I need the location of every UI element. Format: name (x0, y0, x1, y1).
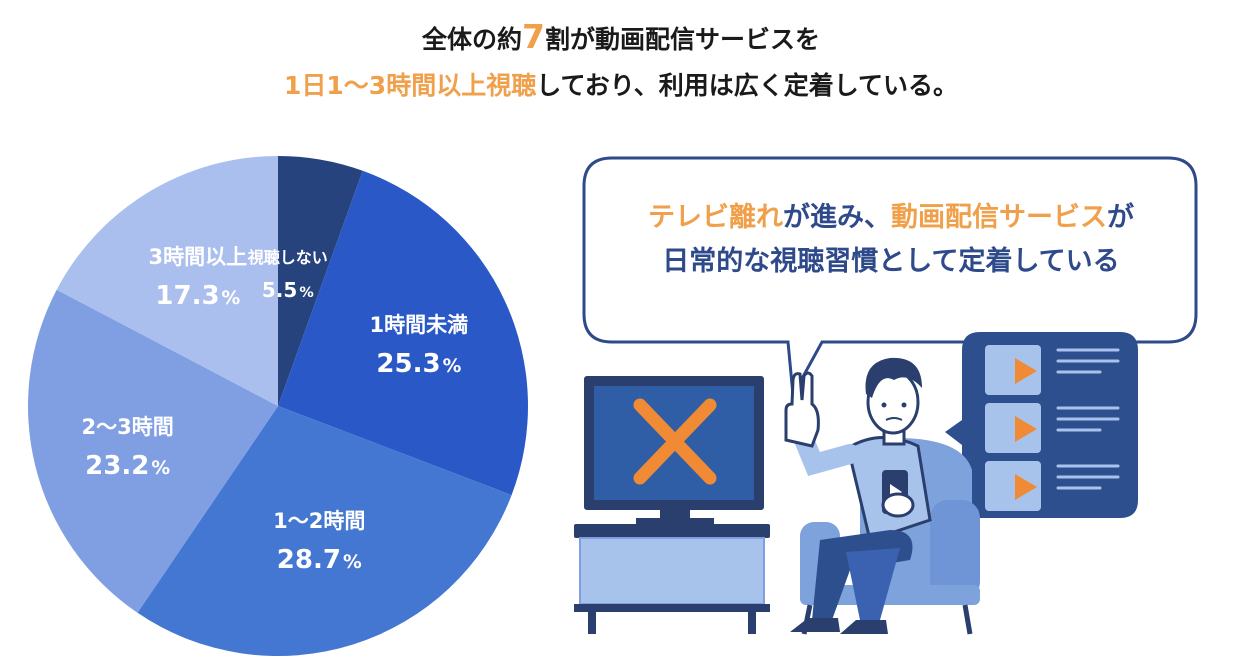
slice-category: 1時間未満 (369, 312, 469, 337)
slice-value: 5.5% (261, 278, 314, 303)
slice-category: 3時間以上 (148, 244, 248, 269)
slice-label-4: 2〜3時間 23.2% (82, 411, 174, 481)
bubble-line-1: テレビ離れが進み、動画配信サービスが (586, 196, 1196, 240)
headline-text: 全体の約 (422, 25, 523, 54)
headline-number: 7 (522, 17, 545, 56)
headline-line-2: 1日1〜3時間以上視聴しており、利用は広く定着している。 (0, 63, 1242, 109)
pie-slice-1 (278, 156, 363, 406)
bubble-highlight: テレビ離れ (648, 202, 783, 233)
slice-value: 25.3% (376, 348, 462, 379)
pie-slice-5 (56, 156, 279, 406)
video-list-panel (945, 332, 1138, 518)
person (784, 357, 932, 634)
play-button-icon (1015, 416, 1037, 442)
bubble-text: が進み、 (783, 202, 891, 233)
pie-slice-2 (278, 170, 528, 496)
hand-stop-icon (784, 371, 820, 448)
bubble-text: が (1107, 202, 1134, 233)
slice-value: 17.3% (155, 280, 241, 311)
slice-value: 28.7% (276, 544, 362, 575)
headline-text: しており、利用は広く定着している。 (536, 71, 958, 100)
slice-category: 2〜3時間 (81, 415, 174, 440)
play-button-icon (1015, 474, 1037, 500)
slice-label-2: 1時間未満 25.3% (370, 309, 469, 379)
tv-stand (574, 524, 770, 634)
slice-category: 1〜2時間 (273, 508, 366, 533)
headline-text: 割が動画配信サービスを (544, 25, 820, 54)
pie-slice-4 (27, 289, 278, 613)
bubble-line-2: 日常的な視聴習慣として定着している (662, 246, 1120, 277)
slice-label-5: 3時間以上 17.3% (149, 241, 248, 311)
bubble-highlight: 動画配信サービス (891, 202, 1107, 233)
chart-headline: 全体の約7割が動画配信サービスを 1日1〜3時間以上視聴しており、利用は広く定着… (0, 14, 1242, 109)
headline-line-1: 全体の約7割が動画配信サービスを (0, 14, 1242, 63)
headline-highlight: 1日1〜3時間以上視聴 (284, 71, 537, 100)
slice-value: 23.2% (85, 451, 171, 482)
play-button-icon (1015, 358, 1037, 384)
speech-bubble-text: テレビ離れが進み、動画配信サービスが 日常的な視聴習慣として定着している (586, 196, 1196, 284)
tv-crossed-icon (584, 376, 764, 524)
slice-label-1: 視聴しない 5.5% (248, 244, 328, 302)
slice-category: 視聴しない (247, 248, 328, 268)
slice-label-3: 1〜2時間 28.7% (273, 505, 365, 575)
pie-slice-3 (137, 406, 512, 657)
